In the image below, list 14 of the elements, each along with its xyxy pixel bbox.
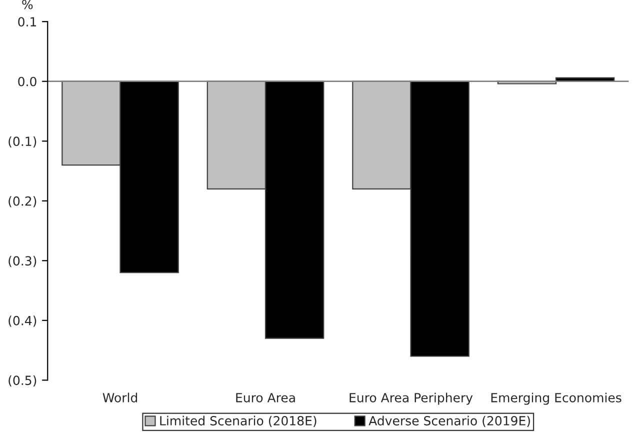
y-tick-label: 0.0 (18, 76, 36, 86)
legend-label: Adverse Scenario (2019E) (368, 416, 530, 427)
y-tick-label: (0.3) (8, 256, 36, 268)
y-tick-label: (0.1) (8, 136, 36, 148)
y-axis-title: % (22, 0, 33, 10)
x-tick-label: Euro Area Periphery (350, 392, 473, 405)
y-tick-label: (0.4) (8, 316, 36, 327)
y-tick-label: (0.2) (8, 196, 36, 208)
legend-label: Limited Scenario (2018E) (160, 416, 316, 427)
x-tick-label: Euro Area (236, 393, 295, 402)
x-tick-label: World (102, 392, 138, 402)
y-tick-label: 0.1 (18, 17, 36, 27)
y-tick-label: (0.5) (8, 375, 36, 387)
x-tick-label: Emerging Economies (491, 392, 622, 405)
